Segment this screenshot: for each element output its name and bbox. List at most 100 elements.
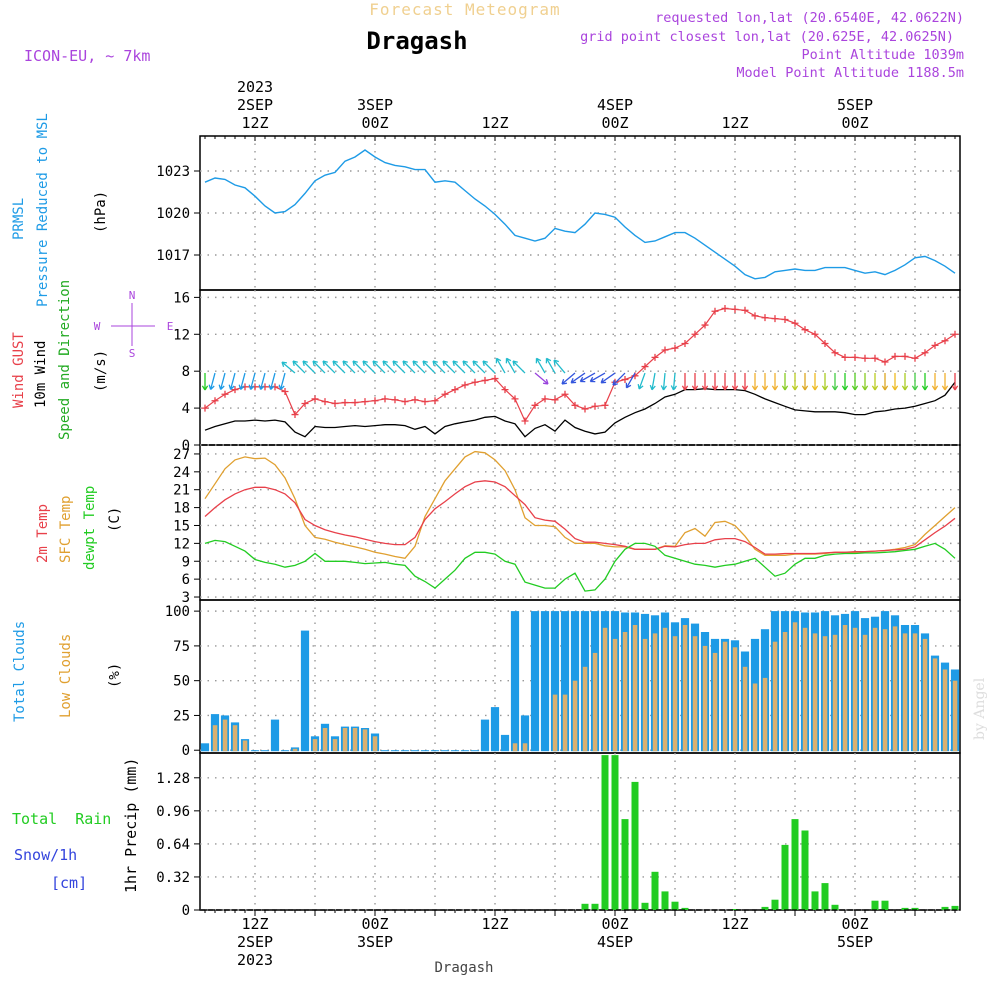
total-cloud-bar [510, 611, 520, 752]
temp-panel-frame [199, 444, 961, 601]
y-tick-label: 8 [182, 364, 190, 380]
total-cloud-bar [390, 750, 400, 752]
total-cloud-bar [440, 750, 450, 752]
y-tick-label: 0 [182, 743, 190, 759]
total-cloud-bar [550, 611, 560, 752]
rain-bar [621, 819, 629, 910]
temp-unit: (C) [107, 507, 123, 532]
compass-rose: N S W E [94, 289, 174, 360]
top-time-label: 00Z [361, 114, 388, 132]
wind-direction-arrow [402, 360, 416, 374]
low-cloud-bar [562, 694, 568, 752]
gust-marker [481, 376, 489, 384]
low-cloud-bar [922, 638, 928, 752]
y-tick-label: 0.96 [156, 804, 190, 820]
gust-marker [491, 375, 499, 383]
wind-direction-arrow [931, 373, 939, 391]
prmsl-long-label: Pressure Reduced to MSL [35, 113, 51, 307]
top-time-label: 3SEP [357, 96, 393, 114]
wind-direction-arrow [941, 373, 949, 391]
low-cloud-bar [352, 728, 358, 752]
top-time-label: 4SEP [597, 96, 633, 114]
y-tick-label: 3 [182, 590, 190, 606]
total-cloud-bar [270, 719, 280, 752]
low-cloud-bar [582, 666, 588, 752]
total-cloud-bar [490, 707, 500, 752]
gust-marker [641, 363, 649, 371]
low-cloud-bar [552, 694, 558, 752]
low-cloud-bar [792, 622, 798, 752]
low-cloud-bar [672, 636, 678, 752]
low-cloud-bar [362, 729, 368, 752]
bottom-time-label: 4SEP [597, 933, 633, 951]
wind-direction-arrow [281, 361, 296, 374]
wind-direction-arrow [691, 373, 699, 391]
gust-marker [511, 395, 519, 403]
gust-marker [581, 405, 589, 413]
rain-bar [661, 891, 669, 910]
y-tick-label: 24 [173, 465, 190, 481]
dewpt-line [204, 539, 956, 592]
wind-direction-arrow [442, 360, 456, 374]
y-tick-label: 12 [173, 536, 190, 552]
gust-marker [661, 346, 669, 354]
low-cloud-bar [702, 645, 708, 752]
rain-bar [951, 905, 959, 910]
gust-marker [721, 304, 729, 312]
wind-direction-arrow [422, 360, 436, 374]
temp2m-label: 2m Temp [35, 504, 51, 563]
wind-direction-arrow [382, 360, 396, 374]
wind-direction-arrow [831, 373, 839, 391]
total-cloud-bar [300, 630, 310, 752]
wind-direction-arrow [681, 373, 689, 391]
dewpt-label: dewpt Temp [82, 486, 98, 570]
gust-marker [931, 341, 939, 349]
gust-marker [391, 396, 399, 404]
rain-bar [831, 904, 839, 910]
gust-marker [421, 398, 429, 406]
total-cloud-bar [400, 750, 410, 752]
wind-direction-arrow [238, 372, 246, 390]
wind-direction-arrow [535, 357, 546, 374]
gust-marker [831, 349, 839, 357]
total-cloud-bar [200, 743, 210, 752]
gust-marker [361, 398, 369, 406]
wind-direction-arrow [821, 373, 829, 391]
gust-marker [571, 401, 579, 409]
gridlines [200, 136, 960, 911]
total-clouds-label: Total Clouds [12, 621, 28, 722]
gust-marker [691, 330, 699, 338]
gust-marker [671, 344, 679, 352]
low-cloud-bar [692, 636, 698, 752]
total-cloud-bar [450, 750, 460, 752]
rain-bar [601, 755, 609, 910]
gust-marker [951, 330, 959, 338]
top-time-label: 00Z [841, 114, 868, 132]
prmsl-unit: (hPa) [93, 191, 109, 233]
low-cloud-bar [952, 680, 958, 752]
rain-bar [671, 901, 679, 910]
low-cloud-bar [342, 728, 348, 752]
total-cloud-bar [530, 611, 540, 752]
low-cloud-bar [762, 677, 768, 752]
gust-marker [301, 399, 309, 407]
y-tick-label: 0 [182, 903, 190, 919]
rain-bar [631, 781, 639, 910]
low-cloud-bar [292, 748, 298, 752]
rain-bar [941, 906, 949, 910]
total-cloud-bar [410, 750, 420, 752]
wind-direction-arrow [534, 372, 549, 385]
top-time-label: 12Z [721, 114, 748, 132]
wind-direction-arrow [881, 373, 889, 391]
low-cloud-bar [892, 626, 898, 752]
gust-marker [891, 352, 899, 360]
low-cloud-bar [842, 625, 848, 752]
low-cloud-bar [822, 636, 828, 752]
low-cloud-bar [832, 634, 838, 752]
bottom-time-label: 00Z [601, 915, 628, 933]
top-time-label: 12Z [241, 114, 268, 132]
wind-panel-frame [199, 289, 961, 446]
total-cloud-bar [250, 750, 260, 752]
low-cloud-bar [932, 658, 938, 752]
precip-axis-label: 1hr Precip (mm) [122, 758, 140, 893]
